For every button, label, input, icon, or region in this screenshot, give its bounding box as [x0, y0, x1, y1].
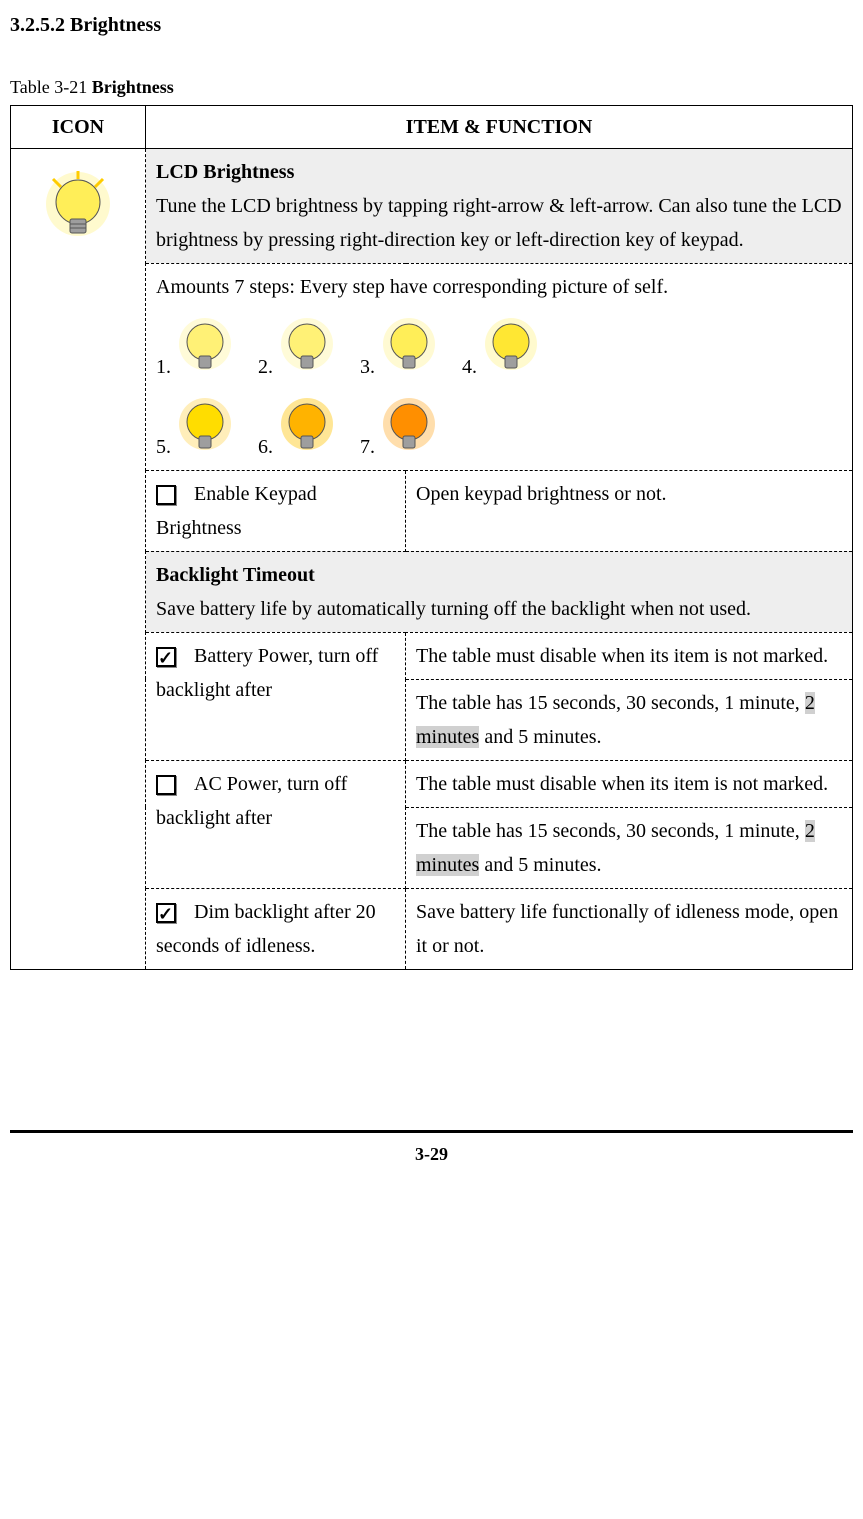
backlight-title: Backlight Timeout: [156, 558, 842, 592]
ac-label-cell: AC Power, turn off backlight after: [146, 760, 406, 888]
bulb-step-6-icon: [277, 394, 337, 464]
section-title-text: Brightness: [70, 14, 161, 36]
footer-rule: [10, 1130, 853, 1133]
step-4-num: 4.: [462, 356, 477, 378]
backlight-desc: Save battery life by automatically turni…: [156, 592, 842, 626]
battery-label-cell: Battery Power, turn off backlight after: [146, 632, 406, 760]
bulb-step-5-icon: [175, 394, 235, 464]
keypad-desc: Open keypad brightness or not.: [406, 470, 853, 551]
bulb-step-1-icon: [175, 314, 235, 384]
battery-desc-2: The table has 15 seconds, 30 seconds, 1 …: [406, 679, 853, 760]
header-item: ITEM & FUNCTION: [146, 105, 853, 148]
ac-label: AC Power, turn off backlight after: [156, 773, 347, 829]
steps-line-1: 1. 2. 3. 4.: [156, 314, 842, 384]
caption-title: Brightness: [92, 77, 174, 97]
dim-label-cell: Dim backlight after 20 seconds of idlene…: [146, 888, 406, 969]
keypad-checkbox[interactable]: [156, 485, 176, 505]
step-2-num: 2.: [258, 356, 273, 378]
steps-intro: Amounts 7 steps: Every step have corresp…: [156, 270, 842, 304]
battery-d2b: and 5 minutes.: [479, 726, 601, 748]
bulb-step-3-icon: [379, 314, 439, 384]
battery-label: Battery Power, turn off backlight after: [156, 645, 378, 701]
section-heading: 3.2.5.2 Brightness: [10, 8, 853, 42]
icon-cell: [11, 148, 146, 969]
bulb-main-icon: [43, 169, 113, 249]
backlight-cell: Backlight Timeout Save battery life by a…: [146, 551, 853, 632]
bulb-step-4-icon: [481, 314, 541, 384]
keypad-label-cell: Enable Keypad Brightness: [146, 470, 406, 551]
bulb-step-7-icon: [379, 394, 439, 464]
dim-label: Dim backlight after 20 seconds of idlene…: [156, 901, 376, 957]
ac-checkbox[interactable]: [156, 775, 176, 795]
ac-desc-2: The table has 15 seconds, 30 seconds, 1 …: [406, 807, 853, 888]
section-number: 3.2.5.2: [10, 14, 65, 36]
lcd-brightness-cell: LCD Brightness Tune the LCD brightness b…: [146, 148, 853, 263]
lcd-brightness-desc: Tune the LCD brightness by tapping right…: [156, 189, 842, 257]
table-caption: Table 3-21 Brightness: [10, 72, 853, 103]
dim-checkbox[interactable]: [156, 903, 176, 923]
table-header-row: ICON ITEM & FUNCTION: [11, 105, 853, 148]
keypad-label: Enable Keypad Brightness: [156, 483, 317, 539]
ac-d2a: The table has 15 seconds, 30 seconds, 1 …: [416, 820, 805, 842]
step-7-num: 7.: [360, 436, 375, 458]
dim-desc: Save battery life functionally of idlene…: [406, 888, 853, 969]
battery-checkbox[interactable]: [156, 647, 176, 667]
page-number: 3-29: [10, 1139, 853, 1170]
step-1-num: 1.: [156, 356, 171, 378]
battery-desc-1: The table must disable when its item is …: [406, 632, 853, 679]
lcd-title-row: LCD Brightness Tune the LCD brightness b…: [11, 148, 853, 263]
step-5-num: 5.: [156, 436, 171, 458]
caption-prefix: Table 3-21: [10, 77, 87, 97]
brightness-table: ICON ITEM & FUNCTION LCD Brightness Tune…: [10, 105, 853, 970]
header-icon: ICON: [11, 105, 146, 148]
step-3-num: 3.: [360, 356, 375, 378]
steps-line-2: 5. 6. 7.: [156, 394, 842, 464]
battery-d2a: The table has 15 seconds, 30 seconds, 1 …: [416, 692, 805, 714]
bulb-step-2-icon: [277, 314, 337, 384]
ac-desc-1: The table must disable when its item is …: [406, 760, 853, 807]
ac-d2b: and 5 minutes.: [479, 854, 601, 876]
step-6-num: 6.: [258, 436, 273, 458]
steps-cell: Amounts 7 steps: Every step have corresp…: [146, 263, 853, 470]
lcd-brightness-title: LCD Brightness: [156, 155, 842, 189]
